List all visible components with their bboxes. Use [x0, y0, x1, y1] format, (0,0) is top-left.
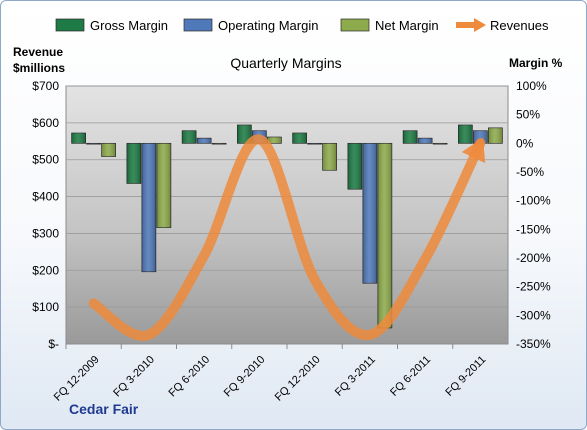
left-tick-label: $400: [32, 190, 59, 204]
right-tick-label: 0%: [516, 136, 534, 150]
revenues-line: [88, 134, 486, 341]
gross-margin-bar-shade: [237, 124, 252, 144]
operating-margin-bar-shade: [141, 143, 156, 272]
legend-swatch-operating-margin: [183, 18, 213, 32]
net-margin-bar-shade: [433, 143, 448, 145]
net-margin-bar-shade: [101, 143, 116, 157]
net-margin-bar-shade: [322, 143, 337, 171]
operating-margin-bar-shade: [86, 143, 101, 145]
category-label: FQ 3-2010: [111, 354, 157, 400]
left-tick-label: $600: [32, 116, 59, 130]
gross-margin-bar-shade: [458, 124, 473, 144]
right-tick-label: -300%: [516, 308, 551, 322]
gross-margin-bar-shade: [403, 130, 418, 144]
left-axis-title: $millions: [13, 61, 65, 75]
gross-margin-bar-shade: [126, 143, 141, 184]
operating-margin-bar-shade: [362, 143, 377, 284]
revenues-arrowhead: [461, 137, 486, 164]
right-tick-label: -350%: [516, 337, 551, 351]
right-tick-label: -250%: [516, 280, 551, 294]
left-axis-title: Revenue: [13, 45, 63, 59]
left-tick-label: $700: [32, 79, 59, 93]
right-tick-label: -150%: [516, 222, 551, 236]
legend-label-gross-margin: Gross Margin: [90, 18, 168, 33]
left-tick-label: $100: [32, 300, 59, 314]
net-margin-bar-shade: [377, 143, 392, 328]
category-label: FQ 9-2010: [222, 354, 268, 400]
gross-margin-bar-shade: [292, 133, 307, 144]
operating-margin-bar-shade: [197, 138, 212, 144]
right-axis-title: Margin %: [509, 56, 563, 70]
category-label: FQ 12-2010: [273, 354, 323, 404]
chart-title: Quarterly Margins: [230, 55, 341, 71]
gross-margin-bar-shade: [71, 133, 86, 144]
net-margin-bar-shade: [488, 127, 503, 144]
legend-swatch-net-margin: [340, 18, 370, 32]
right-tick-label: 50%: [516, 108, 540, 122]
category-label: FQ 6-2010: [167, 354, 213, 400]
left-tick-label: $300: [32, 226, 59, 240]
legend-swatch-gross-margin: [55, 18, 85, 32]
legend-arrowhead: [474, 18, 486, 32]
category-label: FQ 3-2011: [333, 354, 378, 399]
legend-label-operating-margin: Operating Margin: [218, 18, 318, 33]
company-label: Cedar Fair: [69, 401, 139, 417]
right-tick-label: -200%: [516, 251, 551, 265]
gross-margin-bar-shade: [347, 143, 362, 190]
left-tick-label: $200: [32, 263, 59, 277]
net-margin-bar-shade: [267, 137, 282, 144]
operating-margin-bar-shade: [307, 143, 322, 145]
net-margin-bar-shade: [156, 143, 171, 228]
category-label: FQ 6-2011: [388, 354, 433, 399]
left-tick-label: $-: [48, 337, 59, 351]
legend-label-revenues: Revenues: [490, 18, 549, 33]
category-label: FQ 9-2011: [443, 354, 488, 399]
net-margin-bar-shade: [212, 143, 227, 145]
category-label: FQ 12-2009: [52, 354, 102, 404]
left-tick-label: $500: [32, 153, 59, 167]
right-tick-label: -100%: [516, 194, 551, 208]
operating-margin-bar-shade: [418, 138, 433, 144]
right-tick-label: 100%: [516, 79, 547, 93]
right-tick-label: -50%: [516, 165, 544, 179]
legend-label-net-margin: Net Margin: [375, 18, 439, 33]
gross-margin-bar-shade: [182, 130, 197, 144]
